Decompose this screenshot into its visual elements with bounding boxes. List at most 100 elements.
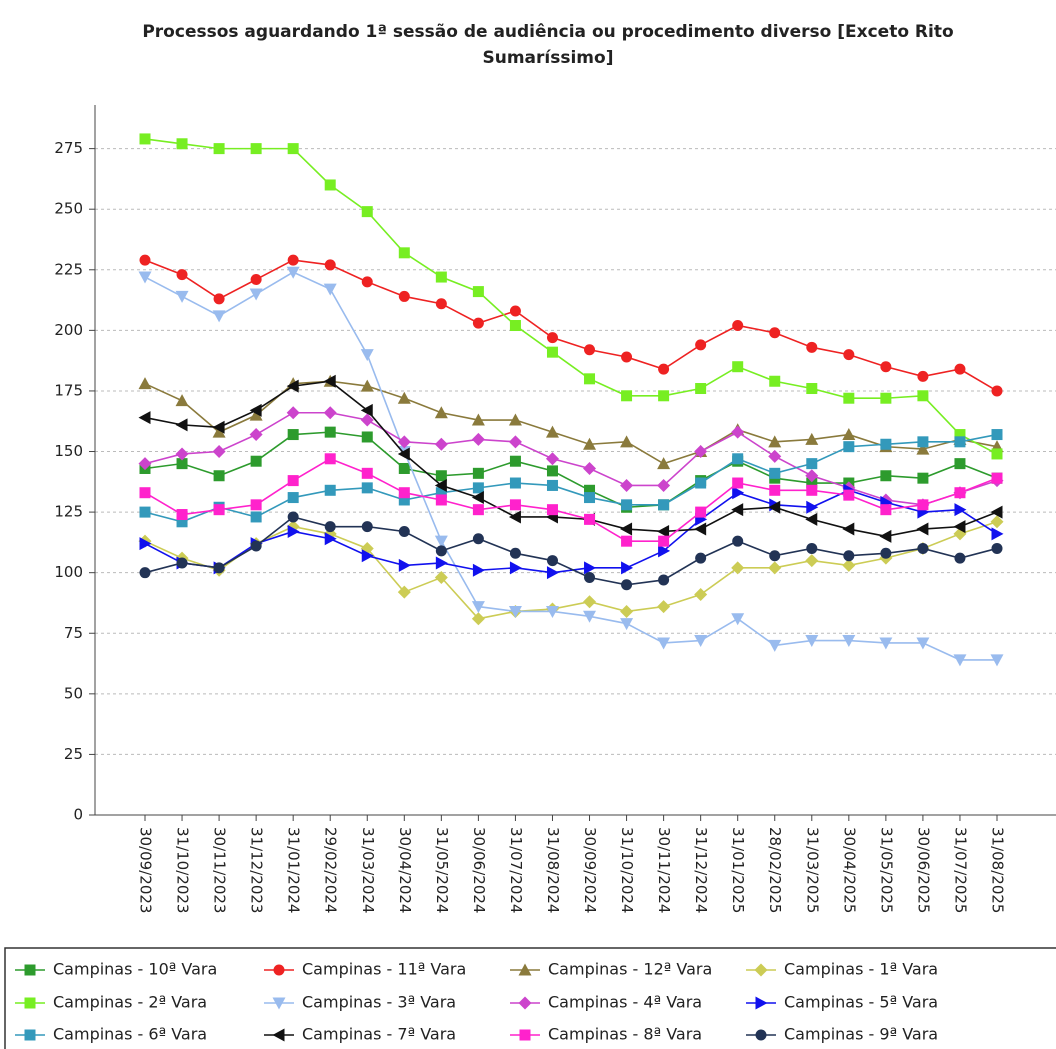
marker: [508, 413, 522, 426]
marker: [287, 254, 299, 266]
marker: [472, 317, 484, 329]
marker: [731, 613, 745, 626]
legend-label: Campinas - 7ª Vara: [302, 1025, 456, 1044]
marker: [250, 540, 262, 552]
marker: [175, 418, 188, 432]
marker: [287, 143, 299, 155]
legend-item: Campinas - 10ª Vara: [15, 960, 217, 979]
marker: [471, 612, 485, 626]
marker: [732, 453, 744, 465]
marker: [398, 487, 410, 499]
marker: [621, 535, 633, 547]
marker: [360, 379, 374, 392]
marker: [398, 290, 410, 302]
marker: [880, 361, 892, 373]
marker: [880, 504, 892, 516]
marker: [843, 489, 855, 501]
x-tick-label: 30/04/2024: [396, 827, 414, 913]
marker: [769, 467, 781, 479]
marker: [249, 408, 263, 421]
marker: [361, 549, 374, 563]
marker: [584, 513, 596, 525]
marker: [139, 506, 151, 518]
marker: [213, 562, 225, 574]
marker: [176, 557, 188, 569]
marker: [545, 425, 559, 438]
legend-item: Campinas - 12ª Vara: [510, 960, 712, 979]
marker: [731, 561, 745, 575]
marker: [732, 535, 744, 547]
marker: [139, 537, 152, 551]
marker: [324, 532, 337, 546]
legend-item: Campinas - 6ª Vara: [15, 1025, 207, 1044]
legend-label: Campinas - 2ª Vara: [53, 993, 207, 1012]
legend-label: Campinas - 6ª Vara: [53, 1025, 207, 1044]
marker: [508, 605, 522, 618]
x-tick-label: 28/02/2025: [766, 827, 784, 913]
marker: [434, 437, 448, 451]
marker: [805, 432, 819, 445]
marker: [361, 431, 373, 443]
marker: [518, 963, 532, 976]
marker: [880, 392, 892, 404]
y-tick-label: 275: [54, 139, 83, 157]
marker: [272, 997, 286, 1010]
marker: [361, 482, 373, 494]
marker: [879, 529, 892, 543]
marker: [286, 406, 300, 420]
y-tick-label: 25: [64, 745, 83, 763]
marker: [657, 637, 671, 650]
marker: [250, 499, 262, 511]
marker: [139, 487, 151, 499]
marker: [621, 579, 633, 591]
marker: [991, 472, 1003, 484]
marker: [953, 654, 967, 667]
legend-label: Campinas - 11ª Vara: [302, 960, 466, 979]
marker: [584, 484, 596, 496]
marker: [732, 477, 744, 489]
y-tick-label: 250: [54, 200, 83, 218]
marker: [546, 555, 558, 567]
marker: [324, 484, 336, 496]
marker: [508, 510, 521, 524]
marker: [139, 254, 151, 266]
legend-label: Campinas - 10ª Vara: [53, 960, 217, 979]
legend-box: [4, 947, 1056, 1049]
marker: [954, 552, 966, 564]
marker: [880, 438, 892, 450]
marker: [843, 550, 855, 562]
marker: [805, 512, 818, 526]
marker: [272, 1028, 285, 1042]
marker: [287, 492, 299, 504]
marker: [842, 428, 856, 441]
x-tick-label: 31/08/2024: [544, 827, 562, 913]
marker: [991, 429, 1003, 441]
y-tick-label: 150: [54, 442, 83, 460]
legend-item: Campinas - 2ª Vara: [15, 993, 207, 1012]
marker: [434, 406, 448, 419]
marker: [621, 390, 633, 402]
marker: [769, 375, 781, 387]
x-tick-label: 31/05/2024: [433, 827, 451, 913]
marker: [509, 561, 522, 575]
series-line: [144, 516, 998, 586]
x-tick-label: 31/07/2025: [951, 827, 969, 913]
x-tick-label: 30/06/2024: [470, 827, 488, 913]
marker: [991, 527, 1004, 541]
marker: [694, 445, 708, 459]
marker: [509, 477, 521, 489]
marker: [621, 499, 633, 511]
marker: [917, 499, 929, 511]
marker: [842, 558, 856, 572]
marker: [323, 283, 337, 296]
x-tick-label: 30/09/2024: [581, 827, 599, 913]
marker: [732, 486, 745, 500]
marker: [990, 505, 1003, 519]
marker: [471, 432, 485, 446]
marker: [397, 391, 411, 404]
series-line: [144, 489, 998, 574]
marker: [250, 143, 262, 155]
marker: [916, 522, 929, 536]
marker: [583, 461, 597, 475]
marker: [287, 475, 299, 487]
